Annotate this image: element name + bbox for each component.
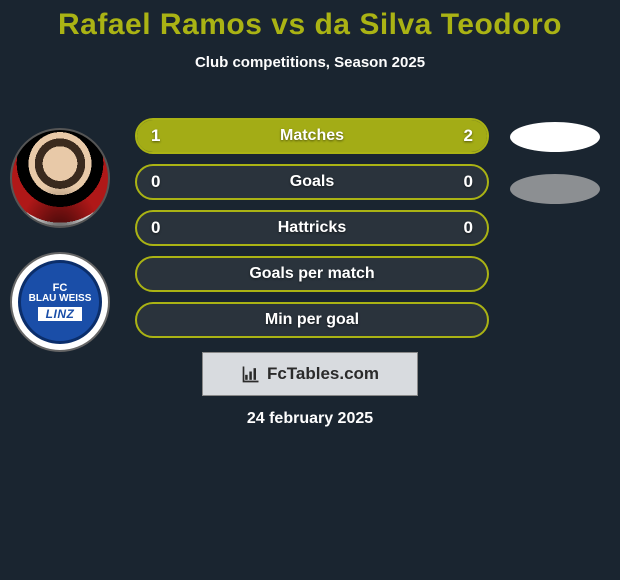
stat-label: Hattricks <box>278 219 346 237</box>
date-text: 24 february 2025 <box>247 410 373 428</box>
stat-label: Matches <box>280 127 344 145</box>
page-title: Rafael Ramos vs da Silva Teodoro <box>0 8 620 42</box>
stat-label: Min per goal <box>265 311 359 329</box>
stat-left-value: 0 <box>151 218 160 238</box>
club-badge-line3: LINZ <box>38 307 83 322</box>
stat-bar: 1 2 Matches <box>135 118 489 154</box>
player2-color-blob <box>510 174 600 204</box>
stat-label: Goals <box>290 173 334 191</box>
stat-left-value: 0 <box>151 172 160 192</box>
stat-bar: 0 0 Goals <box>135 164 489 200</box>
stat-bar: 0 0 Hattricks <box>135 210 489 246</box>
stat-label: Goals per match <box>249 265 374 283</box>
club-badge-inner: FC BLAU WEISS LINZ <box>18 260 102 344</box>
stat-bar: Min per goal <box>135 302 489 338</box>
player2-club-badge: FC BLAU WEISS LINZ <box>10 252 110 352</box>
page-subtitle: Club competitions, Season 2025 <box>0 54 620 71</box>
header: Rafael Ramos vs da Silva Teodoro Club co… <box>0 0 620 71</box>
stat-left-value: 1 <box>151 126 160 146</box>
stat-right-value: 2 <box>464 126 473 146</box>
player1-color-blob <box>510 122 600 152</box>
player1-avatar <box>10 128 110 228</box>
watermark: FcTables.com <box>202 352 418 396</box>
stat-right-value: 0 <box>464 218 473 238</box>
stat-bar: Goals per match <box>135 256 489 292</box>
watermark-text: FcTables.com <box>267 364 379 384</box>
club-badge-line2: BLAU WEISS <box>29 294 92 305</box>
stat-right-value: 0 <box>464 172 473 192</box>
chart-icon <box>241 364 261 384</box>
stats-bars: 1 2 Matches 0 0 Goals 0 0 Hattricks Goals per mat… <box>135 118 489 348</box>
